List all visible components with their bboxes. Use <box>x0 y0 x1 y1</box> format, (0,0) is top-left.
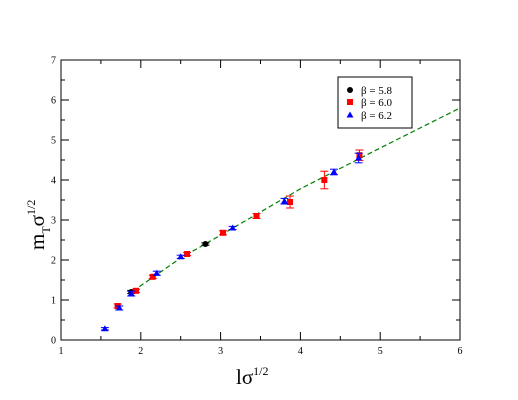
x-tick-label: 1 <box>59 346 64 357</box>
legend-label-beta-6-2: β = 6.2 <box>361 110 392 122</box>
data-point-beta-6-2 <box>153 269 161 276</box>
y-axis-title: mTσ1/2 <box>24 200 53 250</box>
x-tick-label: 2 <box>138 346 143 357</box>
legend-label-beta-5-8: β = 5.8 <box>361 85 393 97</box>
x-tick-label: 5 <box>378 346 383 357</box>
data-point-beta-6-0 <box>356 152 363 159</box>
y-tick-label: 4 <box>51 176 56 187</box>
data-point-beta-6-0 <box>287 199 294 205</box>
x-axis-ticks: 1 2 3 4 5 6 <box>59 60 463 357</box>
data-point-beta-6-2 <box>115 304 123 311</box>
data-point-beta-6-0 <box>184 251 191 257</box>
legend-marker-beta-5-8 <box>347 87 353 93</box>
y-axis-title-m: m <box>25 234 49 250</box>
y-tick-label: 5 <box>51 136 56 147</box>
x-axis-title: lσ1/2 <box>236 364 269 389</box>
y-axis-title-sigma: σ <box>25 215 49 226</box>
y-tick-label: 1 <box>51 296 56 307</box>
data-point-beta-6-2 <box>127 290 135 297</box>
legend-marker-beta-6-0 <box>347 99 353 105</box>
data-point-beta-6-2 <box>355 154 363 161</box>
legend: β = 5.8 β = 6.0 β = 6.2 <box>337 76 413 129</box>
x-axis-title-sup: 1/2 <box>253 364 268 378</box>
y-tick-label: 6 <box>51 96 56 107</box>
data-point-beta-6-0 <box>321 177 328 183</box>
legend-box <box>337 76 413 129</box>
y-axis-ticks: 0 1 2 3 4 5 6 7 <box>51 56 460 347</box>
data-point-beta-6-0 <box>253 213 260 219</box>
y-tick-label: 3 <box>51 216 56 227</box>
data-point-beta-6-0 <box>149 273 156 280</box>
fit-line <box>132 107 461 292</box>
data-points <box>100 149 364 332</box>
y-axis-title-sub: T <box>39 226 53 234</box>
data-point-beta-6-2 <box>101 325 109 332</box>
y-tick-label: 0 <box>51 336 56 347</box>
y-tick-label: 7 <box>51 56 56 67</box>
data-point-beta-5-8 <box>202 241 209 247</box>
data-point-beta-6-0 <box>219 229 226 236</box>
data-point-beta-6-2 <box>280 197 288 204</box>
legend-label-beta-6-0: β = 6.0 <box>361 97 393 109</box>
data-point-beta-6-0 <box>133 287 140 294</box>
x-tick-label: 4 <box>298 346 303 357</box>
y-axis-title-sup: 1/2 <box>24 200 38 215</box>
data-point-beta-6-2 <box>177 253 185 260</box>
y-tick-label: 2 <box>51 256 56 267</box>
x-axis-title-main: lσ <box>236 365 253 389</box>
x-tick-label: 3 <box>218 346 223 357</box>
legend-marker-beta-6-2 <box>346 111 354 118</box>
data-point-beta-6-2 <box>229 224 237 231</box>
x-tick-label: 6 <box>458 346 463 357</box>
data-point-beta-6-2 <box>330 168 338 175</box>
